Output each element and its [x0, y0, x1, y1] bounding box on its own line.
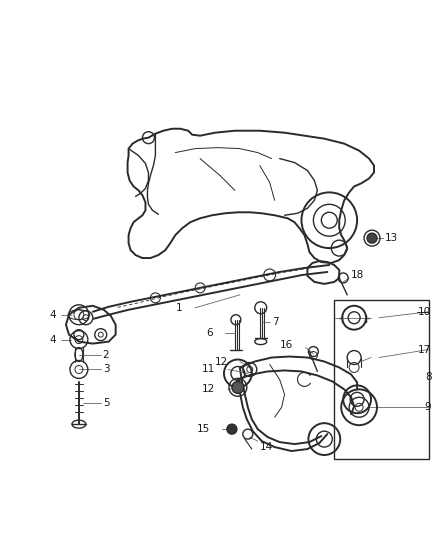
- Text: 3: 3: [103, 365, 110, 375]
- Text: 1: 1: [176, 303, 182, 313]
- Text: 10: 10: [417, 307, 431, 317]
- Text: 12: 12: [202, 384, 215, 394]
- Text: 16: 16: [280, 340, 293, 350]
- Text: 17: 17: [417, 344, 431, 354]
- Circle shape: [367, 233, 377, 243]
- Circle shape: [227, 424, 237, 434]
- Text: 18: 18: [351, 270, 364, 280]
- Text: 14: 14: [260, 442, 273, 452]
- Text: 15: 15: [197, 424, 210, 434]
- Text: 6: 6: [206, 328, 213, 337]
- Text: 11: 11: [202, 365, 215, 375]
- Text: 4: 4: [49, 335, 56, 345]
- Text: 5: 5: [103, 398, 110, 408]
- Text: 12: 12: [215, 357, 228, 367]
- Text: 4: 4: [49, 310, 56, 320]
- Text: 2: 2: [103, 350, 110, 360]
- Text: 13: 13: [385, 233, 398, 243]
- Text: 8: 8: [425, 373, 431, 382]
- Text: 7: 7: [272, 317, 278, 327]
- Text: 9: 9: [424, 402, 431, 412]
- Bar: [334, 300, 429, 459]
- Circle shape: [232, 382, 244, 393]
